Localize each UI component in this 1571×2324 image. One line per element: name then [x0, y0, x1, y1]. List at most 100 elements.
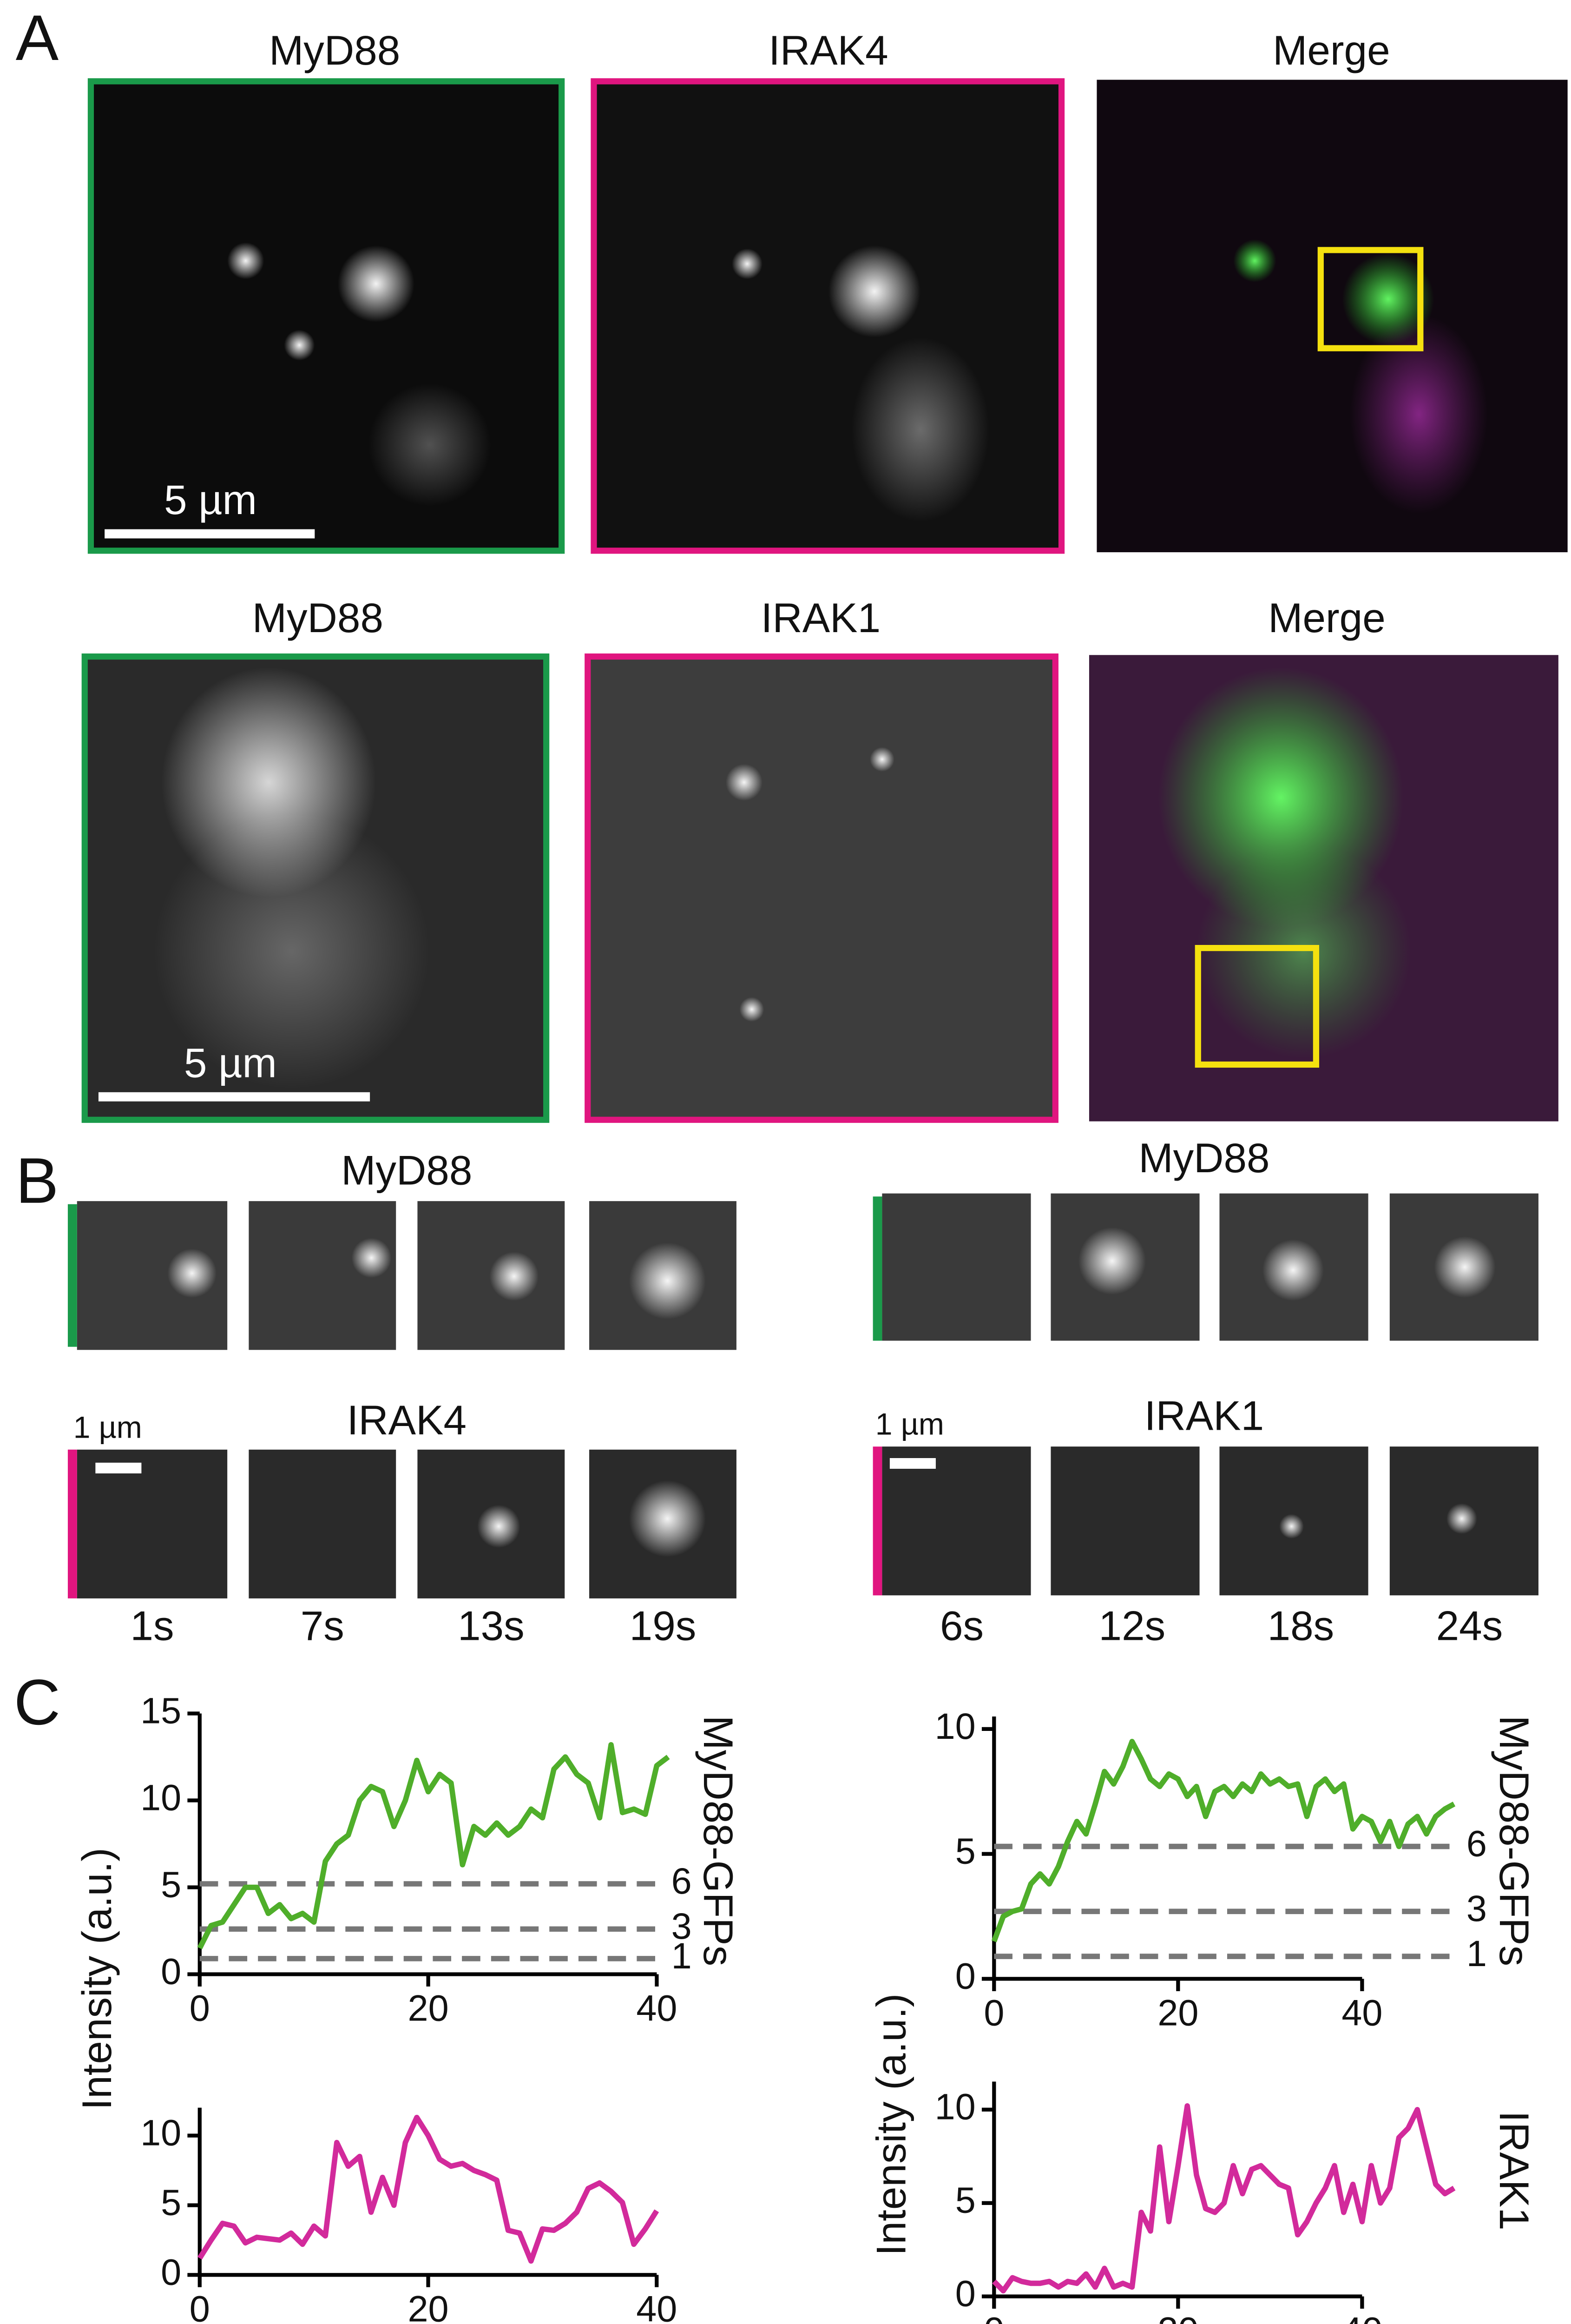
- image: [585, 653, 1058, 1123]
- x-tick-label: 40: [1341, 2310, 1382, 2324]
- spot: [1078, 1227, 1146, 1295]
- x-tick-label: 40: [636, 2288, 677, 2324]
- threshold-label: 6: [671, 1860, 692, 1901]
- y-tick-label: 5: [161, 1863, 181, 1905]
- x-tick-label: 40: [636, 1987, 677, 2029]
- spot: [167, 1248, 217, 1298]
- data-line: [992, 2103, 1456, 2294]
- tile: [77, 1449, 228, 1598]
- spot: [284, 330, 315, 361]
- spot: [477, 1505, 520, 1548]
- data-line: [197, 2114, 659, 2264]
- spot: [739, 997, 764, 1022]
- spot: [870, 747, 894, 772]
- x-tick-label: 20: [408, 1987, 449, 2029]
- row-title: IRAK4: [347, 1397, 467, 1443]
- row-title: IRAK1: [1144, 1392, 1264, 1439]
- spot: [153, 813, 430, 1089]
- image-title: MyD88: [252, 594, 383, 641]
- tile: [1051, 1446, 1200, 1596]
- y-tick-label: 10: [935, 2086, 976, 2127]
- side-label: IRAK1: [1491, 2111, 1538, 2231]
- spot: [1350, 314, 1488, 514]
- scale-label: 5 µm: [184, 1039, 277, 1086]
- scale-label: 1 µm: [875, 1407, 944, 1441]
- data-line: [991, 1739, 1456, 1942]
- spot: [1434, 1236, 1496, 1298]
- x-tick-label: 20: [1157, 2310, 1198, 2324]
- scale-label: 5 µm: [164, 476, 257, 523]
- time-label: 12s: [1099, 1602, 1166, 1649]
- time-label: 19s: [630, 1602, 697, 1649]
- time-label: 18s: [1268, 1602, 1334, 1649]
- x-tick-label: 0: [984, 2310, 1004, 2324]
- image-title: IRAK1: [761, 594, 881, 641]
- spot: [629, 1480, 706, 1557]
- time-label: 1s: [130, 1602, 174, 1649]
- spot: [227, 242, 264, 279]
- zoom-box: [1195, 944, 1320, 1068]
- y-tick-label: 10: [140, 2112, 181, 2153]
- image: [1097, 79, 1568, 553]
- image-title: Merge: [1268, 594, 1386, 641]
- y-tick-label: 5: [955, 1830, 976, 1872]
- y-tick-label: 10: [140, 1776, 181, 1818]
- y-tick-label: 5: [161, 2181, 181, 2223]
- y-tick-label: 0: [955, 2273, 976, 2314]
- spot: [1233, 239, 1276, 283]
- spot: [725, 764, 762, 801]
- x-tick-label: 0: [190, 1987, 210, 2029]
- panel-label: C: [14, 1667, 60, 1738]
- spot: [1446, 1503, 1477, 1534]
- spot: [731, 248, 762, 279]
- threshold-label: 3: [671, 1905, 692, 1947]
- spot: [1279, 1514, 1304, 1539]
- row-title: MyD88: [341, 1147, 472, 1193]
- tile: [882, 1446, 1031, 1596]
- tile: [882, 1193, 1031, 1341]
- threshold-label: 3: [1466, 1888, 1487, 1929]
- time-label: 7s: [301, 1602, 344, 1649]
- x-tick-label: 0: [984, 1992, 1004, 2034]
- zoom-box: [1317, 247, 1424, 351]
- image-panels: [67, 78, 1568, 1598]
- side-label: MyD88-GFPs: [1491, 1716, 1538, 1967]
- panel-label: B: [16, 1145, 59, 1217]
- x-tick-label: 0: [190, 2288, 210, 2324]
- threshold-label: 1: [1466, 1933, 1487, 1974]
- side-label: MyD88-GFPs: [695, 1716, 742, 1967]
- y-tick-label: 0: [955, 1955, 976, 1996]
- time-label: 13s: [458, 1602, 525, 1649]
- panel-label: A: [16, 2, 59, 74]
- y-tick-label: 15: [140, 1690, 181, 1731]
- y-axis-label: Intensity (a.u.): [868, 1994, 914, 2256]
- scale-label: 1 µm: [73, 1410, 142, 1444]
- image-title: MyD88: [269, 27, 400, 73]
- threshold-label: 6: [1466, 1822, 1487, 1864]
- image: [591, 78, 1065, 554]
- spot: [489, 1252, 539, 1301]
- spot: [337, 245, 414, 323]
- time-label: 24s: [1436, 1602, 1503, 1649]
- spot: [851, 337, 990, 522]
- y-tick-label: 5: [955, 2179, 976, 2221]
- image-title: IRAK4: [769, 27, 888, 73]
- x-tick-label: 20: [408, 2288, 448, 2324]
- spot: [1262, 1239, 1324, 1301]
- tile: [249, 1449, 396, 1598]
- spot: [629, 1242, 706, 1320]
- x-tick-label: 20: [1157, 1992, 1198, 2034]
- image-title: Merge: [1273, 27, 1390, 73]
- y-axis-label: Intensity (a.u.): [73, 1848, 120, 2110]
- y-tick-label: 0: [161, 2251, 181, 2292]
- x-tick-label: 40: [1341, 1992, 1382, 2034]
- time-label: 6s: [940, 1602, 984, 1649]
- spot: [351, 1238, 392, 1278]
- image: [87, 78, 565, 554]
- data-line: [197, 1742, 670, 1950]
- spot: [368, 383, 491, 507]
- y-tick-label: 0: [161, 1950, 181, 1992]
- row-title: MyD88: [1138, 1135, 1269, 1181]
- y-tick-label: 10: [935, 1705, 976, 1747]
